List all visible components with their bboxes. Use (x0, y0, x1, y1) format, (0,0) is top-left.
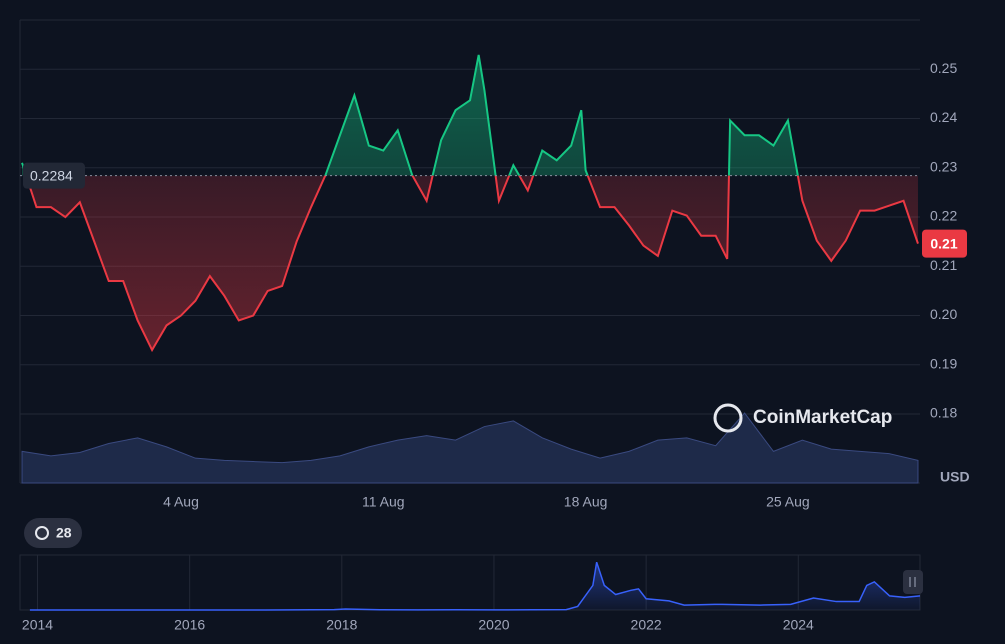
logo (713, 403, 743, 433)
nav-area (29, 562, 920, 610)
nav-tick-label: 2022 (631, 617, 662, 633)
nav-tick-label: 2016 (174, 617, 205, 633)
nav-line (29, 561, 921, 611)
price-tag-text: 0.21 (930, 235, 957, 251)
y-tick-label: 0.18 (930, 405, 957, 421)
area-down (22, 175, 918, 351)
handle-bg[interactable] (903, 570, 923, 594)
y-tick-label: 0.21 (930, 257, 957, 273)
x-tick-label: 18 Aug (564, 494, 608, 510)
navigator-frame (19, 554, 921, 611)
y-tick-label: 0.19 (930, 355, 957, 371)
line-up (21, 54, 799, 176)
unit-label: USD (940, 469, 970, 485)
watermark: CoinMarketCap (713, 403, 892, 433)
y-tick-label: 0.25 (930, 60, 957, 76)
x-tick-label: 11 Aug (362, 494, 405, 510)
y-tick-label: 0.20 (930, 306, 957, 322)
line-down (25, 175, 919, 353)
baseline-label-bg (23, 162, 85, 189)
price-tag (922, 229, 967, 258)
nav-tick-label: 2020 (478, 617, 509, 633)
nav-tick-label: 2024 (783, 617, 814, 633)
nav-tick-label: 2018 (326, 617, 357, 633)
badge-bg[interactable] (24, 518, 82, 548)
volume-area (21, 412, 919, 484)
badge-text: 28 (56, 525, 72, 541)
x-tick-label: 4 Aug (163, 494, 199, 510)
y-tick-label: 0.24 (930, 109, 957, 125)
nav-handle[interactable] (903, 570, 923, 594)
baseline-label: 0.2284 (30, 167, 73, 183)
y-tick-label: 0.23 (930, 158, 957, 174)
y-tick-label: 0.22 (930, 208, 957, 224)
nav-tick-label: 2014 (22, 617, 53, 633)
history-badge[interactable]: 28 (24, 518, 82, 548)
history-icon (35, 526, 49, 540)
x-tick-label: 25 Aug (766, 494, 810, 510)
watermark-text: CoinMarketCap (753, 407, 892, 428)
